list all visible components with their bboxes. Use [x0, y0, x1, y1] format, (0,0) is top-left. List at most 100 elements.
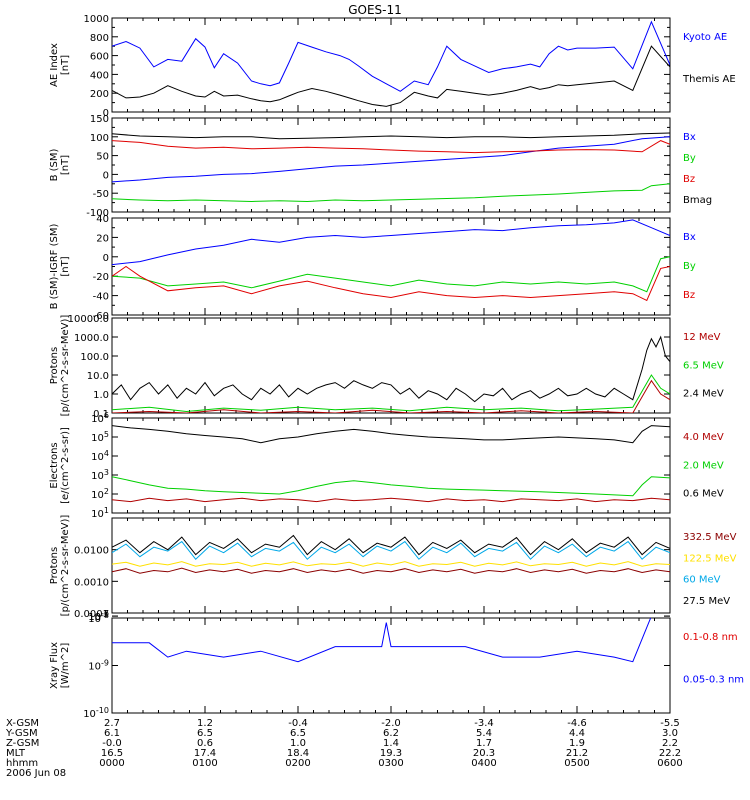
- y-tick-label: 106: [91, 411, 109, 425]
- legend-entry: 4.0 MeV: [683, 432, 724, 443]
- footer-cell: 1.9: [569, 738, 585, 749]
- footer-cell: 20.3: [473, 748, 495, 759]
- footer-cell: -4.6: [567, 718, 587, 729]
- y-axis-label: B (SM)-IGRF (SM)[nT]: [49, 224, 71, 310]
- y-tick-label: 10-9: [88, 659, 109, 673]
- y-axis-label: AE Index[nT]: [49, 43, 71, 87]
- panel-protons_high: 0.0001 0.0010 0.0100Protons[p/(cm^2-s-sr-M…: [49, 515, 737, 620]
- footer-cell: 1.0: [290, 738, 306, 749]
- panel-frame: [111, 217, 671, 316]
- series-line-60-mev: [112, 540, 670, 560]
- footer-date: 2006 Jun 08: [6, 768, 66, 779]
- y-tick-label: 10-7: [88, 609, 109, 623]
- footer-cell: 3.0: [662, 728, 678, 739]
- y-axis-label: Protons[p/(cm^2-s-sr-MeV)]: [49, 515, 71, 617]
- legend-entry: 12 MeV: [683, 332, 721, 343]
- panel-frame: [111, 617, 671, 714]
- footer-cell: 19.3: [380, 748, 402, 759]
- footer-cell: 18.4: [287, 748, 309, 759]
- series-line-by: [112, 256, 670, 293]
- y-tick-label: 0: [103, 108, 109, 119]
- y-tick-label: 20: [96, 233, 109, 244]
- series-line-0-05-0-3-nm: [112, 618, 652, 663]
- footer-row-label: Y-GSM: [5, 728, 38, 739]
- series-line-6-5-mev: [112, 374, 670, 413]
- y-tick-label: 105: [91, 430, 109, 444]
- legend-entry: 122.5 MeV: [683, 553, 737, 564]
- y-tick-label: 1000.0: [74, 333, 109, 344]
- footer-cell: -3.4: [474, 718, 494, 729]
- y-tick-label: 0.1: [93, 409, 109, 420]
- y-tick-label: 0: [103, 253, 109, 264]
- panel-frame: [111, 417, 671, 514]
- y-tick-label: 0.0100: [74, 546, 109, 557]
- panel-frame: [111, 117, 671, 213]
- y-tick-label: -40: [93, 292, 109, 303]
- footer-cell: 22.2: [659, 748, 681, 759]
- series-line-bmag: [112, 132, 670, 140]
- legend-entry: 0.1-0.8 nm: [683, 632, 738, 643]
- footer-cell: 6.5: [290, 728, 306, 739]
- series-line-332-5-mev: [112, 567, 670, 574]
- legend-entry: Bz: [683, 174, 695, 185]
- panel-bsm: -100 -50 0 50 100 150 B (SM)[nT] Bx By Bz Bmag: [49, 114, 712, 219]
- y-tick-label: 40: [96, 214, 109, 225]
- y-tick-label: 150: [90, 114, 109, 125]
- footer-cell: 1.4: [383, 738, 399, 749]
- y-tick-label: 10000.0: [68, 314, 109, 325]
- series-line-122-5-mev: [112, 561, 670, 567]
- chart-title: GOES-11: [348, 3, 402, 17]
- footer-cell: 0000: [99, 758, 124, 769]
- legend-entry: Bx: [683, 232, 696, 243]
- footer-row-label: X-GSM: [6, 718, 39, 729]
- footer-cell: 0200: [285, 758, 310, 769]
- y-tick-label: 0: [103, 170, 109, 181]
- y-tick-label: 100: [90, 133, 109, 144]
- series-line-bz: [112, 265, 670, 302]
- legend-entry: 0.6 MeV: [683, 489, 724, 500]
- footer-cell: 2.2: [662, 738, 678, 749]
- y-tick-label: 102: [91, 487, 109, 501]
- legend-entry: Themis AE: [682, 74, 736, 85]
- legend-entry: Bmag: [683, 195, 712, 206]
- y-tick-label: 10-10: [83, 706, 109, 720]
- footer-cell: -5.5: [660, 718, 680, 729]
- y-tick-label: -100: [86, 208, 109, 219]
- footer-cell: 6.2: [383, 728, 399, 739]
- legend-entry: Bz: [683, 290, 695, 301]
- footer-cell: 0500: [564, 758, 589, 769]
- y-tick-label: 400: [90, 70, 109, 81]
- panel-protons_low: 0.1 1.0 10.0 100.0 1000.0 10000.0Protons[p/(c…: [49, 314, 724, 420]
- y-tick-label: 0.0010: [74, 577, 109, 588]
- footer-cell: 2.7: [104, 718, 120, 729]
- y-tick-label: 10-6: [88, 609, 109, 623]
- footer-cell: -0.0: [102, 738, 122, 749]
- footer-cell: 17.4: [194, 748, 216, 759]
- y-tick-label: 100.0: [80, 352, 109, 363]
- legend-entry: 2.4 MeV: [683, 389, 724, 400]
- y-tick-label: 104: [91, 449, 109, 463]
- panel-frame: [111, 317, 671, 414]
- series-line-by: [112, 183, 670, 203]
- series-line-12-mev: [112, 379, 670, 413]
- y-tick-label: 103: [91, 468, 109, 482]
- panel-electrons: 101 102 103 104 105 106 Electrons[e/(cm^2-s-sr…: [49, 411, 724, 520]
- legend-entry: 332.5 MeV: [683, 532, 737, 543]
- y-tick-label: 600: [90, 52, 109, 63]
- footer-cell: 0300: [378, 758, 403, 769]
- panel-xray: 10-10 10-9 10-810-710-6 Xray Flux[W/m^2] 0.1…: [49, 609, 744, 720]
- series-line-kyoto-ae: [112, 20, 670, 92]
- footer-cell: 6.1: [104, 728, 120, 739]
- panel-ae: 0 200 400 600 800 1000 AE Index[nT] Kyoto AE The…: [49, 14, 736, 119]
- y-axis-label: Protons[p/(cm^2-s-sr-MeV)]: [49, 315, 71, 417]
- footer-cell: 1.2: [197, 718, 213, 729]
- footer-cell: 0600: [657, 758, 682, 769]
- legend-entry: Kyoto AE: [683, 32, 727, 43]
- y-tick-label: -20: [93, 272, 109, 283]
- footer-cell: 0.6: [197, 738, 213, 749]
- footer-table: X-GSM 2.7 1.2 -0.4 -2.0 -3.4 -4.6 -5.5 Y-GSM 6.1 6…: [5, 718, 683, 779]
- series-line-2-0-mev: [112, 476, 670, 497]
- y-tick-label: -60: [93, 311, 109, 322]
